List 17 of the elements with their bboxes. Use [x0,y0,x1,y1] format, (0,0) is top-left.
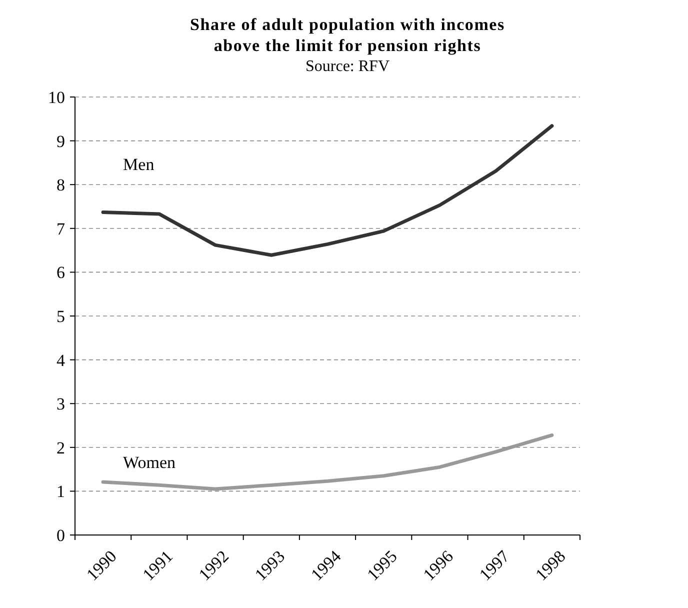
y-tick-label: 6 [56,263,65,282]
chart-subtitle: Source: RFV [306,58,390,75]
y-tick-label: 1 [56,482,65,502]
y-tick-label: 0 [56,526,65,545]
text: Men [123,155,155,174]
y-tick-label: 8 [56,176,65,195]
y-tick-label: 4 [56,350,66,370]
line-series [101,433,554,491]
line-series [101,124,554,257]
series-label: Women [123,453,176,472]
chart-title: Share of adult population with incomes above the limit for pension rights [190,15,505,55]
y-tick-label: 10 [48,88,65,107]
y-tick-label: 7 [56,219,66,238]
y-tick-label: 3 [56,394,65,414]
y-tick-label: 2 [56,438,65,458]
y-tick-label: 5 [56,306,65,326]
y-tick-label: 9 [56,132,65,151]
